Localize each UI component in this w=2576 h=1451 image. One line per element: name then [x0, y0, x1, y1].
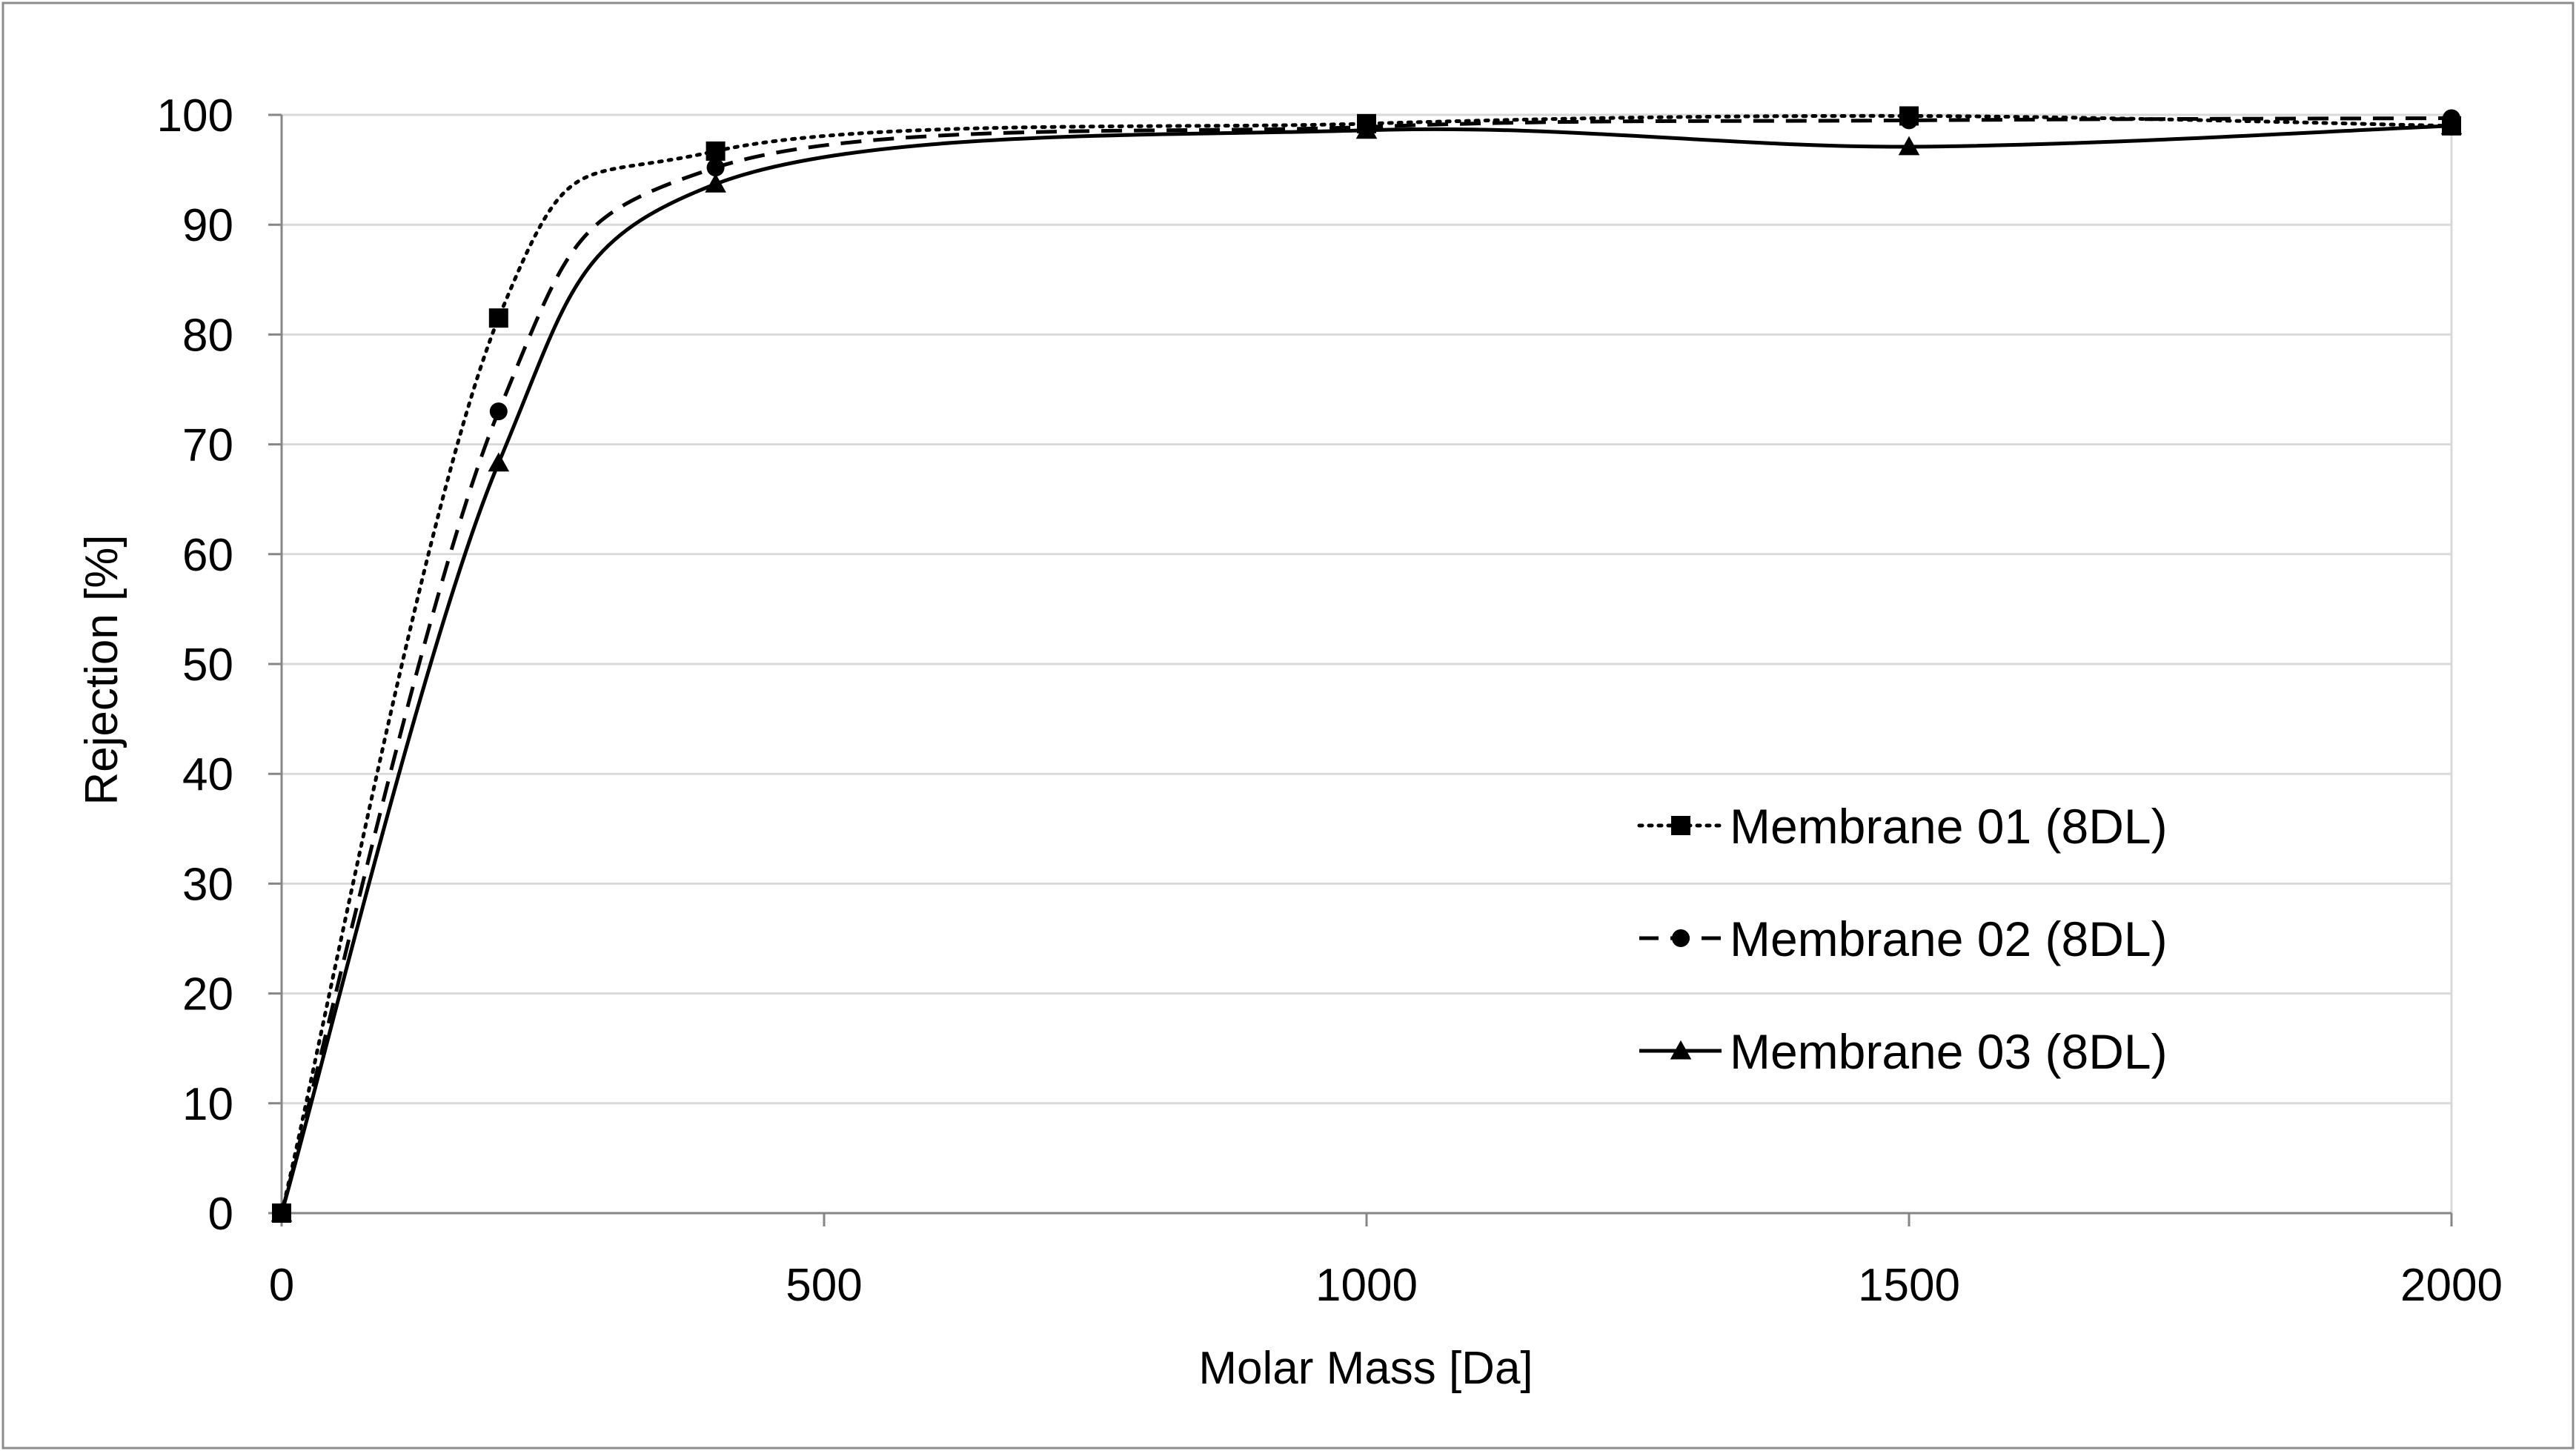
- y-tick-label: 30: [182, 859, 233, 910]
- y-tick-label: 40: [182, 749, 233, 800]
- x-tick-label: 2000: [2400, 1260, 2503, 1311]
- series-line-1: [279, 113, 2454, 1215]
- x-tick-label: 500: [786, 1260, 862, 1311]
- data-point-series-3: [705, 173, 726, 193]
- y-tick-label: 90: [182, 200, 233, 251]
- data-point-series-2: [1900, 111, 1918, 130]
- data-point-series-3: [270, 1202, 293, 1222]
- y-tick-label: 100: [157, 90, 233, 142]
- legend-label-2: Membrane 02 (8DL): [1730, 912, 2168, 966]
- y-tick-label: 20: [182, 969, 233, 1020]
- y-tick-label: 10: [182, 1079, 233, 1130]
- y-tick-label: 70: [182, 420, 233, 471]
- data-point-series-2: [489, 402, 508, 421]
- series-line-3: [279, 124, 2452, 1214]
- x-tick-label: 1500: [1858, 1260, 1960, 1311]
- data-point-series-3: [2440, 115, 2463, 135]
- x-tick-label: 0: [269, 1260, 294, 1311]
- data-point-series-1: [706, 141, 726, 161]
- legend-label-3: Membrane 03 (8DL): [1730, 1024, 2168, 1079]
- series-lines: [279, 113, 2454, 1215]
- legend-marker-3: [1670, 1040, 1692, 1060]
- y-tick-label: 0: [208, 1189, 233, 1240]
- series-markers: [270, 106, 2463, 1223]
- y-tick-label: 60: [182, 530, 233, 581]
- series-line-2: [279, 116, 2452, 1214]
- data-point-series-3: [488, 452, 510, 472]
- y-axis-title: Rejection [%]: [76, 534, 127, 805]
- legend-label-1: Membrane 01 (8DL): [1730, 799, 2168, 854]
- x-tick-label: 1000: [1315, 1260, 1418, 1311]
- gridlines: [282, 113, 2453, 1213]
- legend-marker-1: [1671, 816, 1690, 835]
- data-point-series-3: [1355, 119, 1378, 139]
- data-point-series-1: [488, 308, 508, 328]
- y-tick-label: 50: [182, 640, 233, 691]
- data-point-series-2: [706, 159, 725, 177]
- data-point-series-3: [1898, 136, 1920, 156]
- x-axis-title: Molar Mass [Da]: [1198, 1343, 1533, 1394]
- legend: Membrane 01 (8DL) Membrane 02 (8DL) Membra…: [1637, 799, 2168, 1079]
- legend-marker-2: [1672, 929, 1690, 947]
- y-tick-label: 80: [182, 310, 233, 361]
